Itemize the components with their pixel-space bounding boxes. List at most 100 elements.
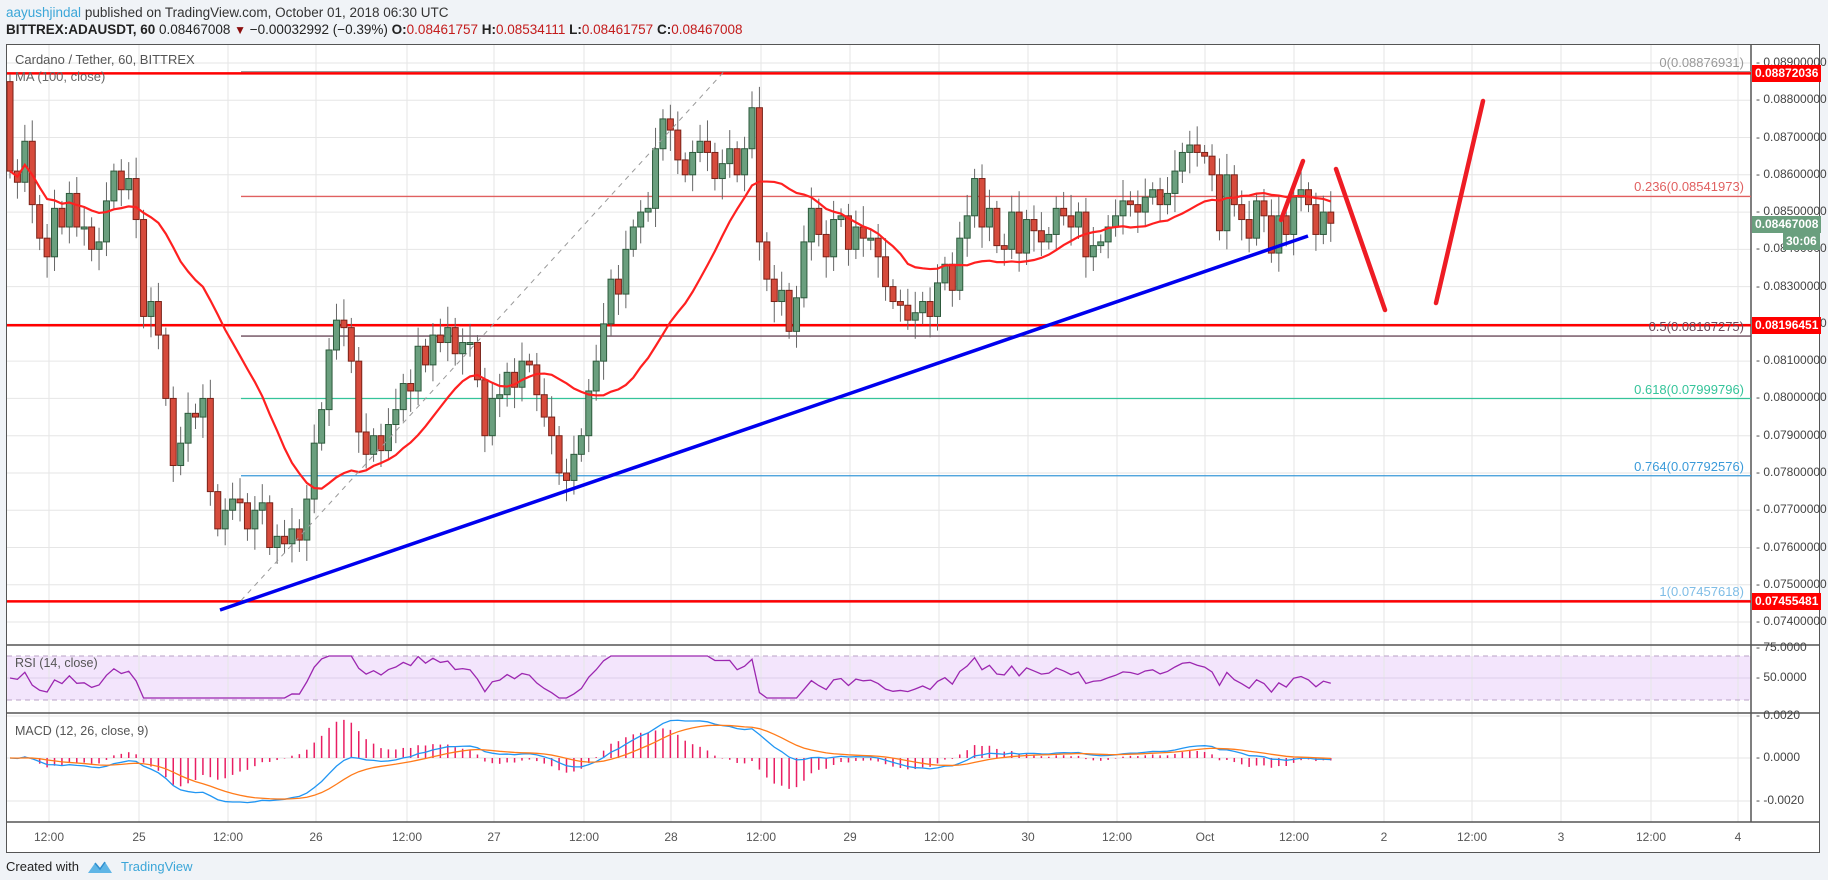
tradingview-link[interactable]: TradingView [120, 859, 193, 874]
bear-candle [1037, 230, 1045, 243]
bear-candle [340, 319, 348, 329]
bull-candle [1141, 196, 1149, 213]
bear-candle [88, 226, 96, 250]
bear-candle [674, 129, 682, 161]
price-tick: - 0.08600000 [1756, 166, 1827, 181]
bear-candle [214, 491, 222, 530]
bear-candle [28, 140, 36, 206]
bear-candle [1282, 215, 1290, 235]
bull-candle [941, 263, 949, 284]
bull-candle [1164, 192, 1172, 206]
bull-candle [1171, 170, 1179, 194]
bull-candle [1275, 215, 1283, 254]
bull-candle [585, 390, 593, 437]
bear-candle [473, 342, 481, 381]
bull-candle [830, 219, 838, 258]
bear-candle [1260, 200, 1268, 217]
bull-candle [110, 170, 118, 202]
macd-legend[interactable]: MACD (12, 26, close, 9) [15, 724, 149, 738]
ma-line [9, 162, 1332, 490]
bull-candle [318, 409, 326, 444]
author-link[interactable]: aayushjindal [6, 5, 82, 20]
bull-candle [1097, 241, 1105, 247]
bull-candle [934, 282, 941, 317]
bull-candle [251, 509, 259, 530]
bull-candle [273, 535, 281, 549]
bear-candle [859, 226, 867, 239]
bull-candle [1119, 200, 1127, 217]
bear-candle [948, 263, 956, 291]
bull-candle [429, 334, 437, 366]
time-tick: 12:00 [923, 830, 955, 844]
rsi-legend[interactable]: RSI (14, close) [15, 656, 98, 670]
bear-candle [889, 286, 897, 303]
price-tick: - 0.07500000 [1756, 576, 1827, 591]
bull-candle [852, 226, 860, 250]
time-tick: 3 [1557, 830, 1565, 844]
high-value: 0.08534111 [496, 22, 566, 37]
bull-candle [310, 442, 318, 500]
bear-candle [555, 435, 563, 474]
bear-candle [1215, 174, 1223, 232]
bull-candle [466, 342, 474, 346]
created-with-text: Created with [6, 859, 79, 874]
price-tag: 0.08196451 [1752, 317, 1822, 335]
bull-candle [80, 226, 88, 230]
bear-candle [1230, 174, 1238, 206]
bear-candle [162, 334, 170, 399]
bear-candle [703, 140, 711, 153]
bear-candle [407, 383, 415, 392]
bull-candle [867, 237, 875, 241]
time-tick: 4 [1734, 830, 1742, 844]
bull-candle [95, 241, 103, 250]
bear-candle [1060, 207, 1068, 217]
bear-candle [711, 151, 719, 180]
bull-candle [1112, 215, 1120, 228]
time-tick: 12:00 [212, 830, 244, 844]
bull-candle [1089, 245, 1097, 258]
bear-candle [1000, 245, 1008, 250]
bear-candle [43, 237, 51, 258]
bear-candle [614, 278, 622, 295]
ma-legend[interactable]: MA (100, close) [15, 69, 106, 84]
price-tag: 30:06 [1783, 233, 1820, 251]
bear-candle [874, 237, 882, 258]
bear-candle [904, 304, 912, 321]
price-tick: - 0.07400000 [1756, 614, 1827, 629]
bull-candle [1223, 174, 1231, 232]
bull-candle [332, 319, 340, 351]
bull-candle [1149, 189, 1157, 198]
close-value: 0.08467008 [671, 22, 743, 37]
indicator-tick: - 0.0020 [1756, 708, 1801, 722]
bear-candle [422, 345, 430, 366]
bear-candle [1067, 215, 1075, 228]
bear-candle [733, 148, 741, 176]
bull-candle [221, 509, 229, 530]
time-tick: 12:00 [568, 830, 600, 844]
bull-candle [370, 435, 378, 455]
indicator-tick: - 75.0000 [1756, 640, 1807, 654]
bull-candle [229, 498, 237, 511]
bear-candle [236, 498, 244, 504]
bull-candle [288, 528, 296, 545]
price-tick: - 0.08500000 [1756, 204, 1827, 219]
bear-candle [377, 435, 385, 452]
chart-frame[interactable] [6, 44, 1820, 853]
bear-candle [511, 371, 519, 388]
bear-candle [192, 412, 199, 418]
price-tick: - 0.08100000 [1756, 353, 1827, 368]
bear-candle [36, 204, 44, 239]
bull-candle [414, 345, 422, 392]
price-tick: - 0.08700000 [1756, 129, 1827, 144]
bear-candle [362, 431, 370, 455]
fib-level-label: 1(0.07457618) [1659, 583, 1744, 599]
time-tick: 29 [843, 830, 857, 844]
bull-candle [303, 498, 311, 541]
bear-candle [822, 233, 830, 258]
bull-candle [748, 107, 756, 150]
footer: Created with TradingView [6, 853, 193, 880]
bear-candle [926, 301, 934, 317]
bull-candle [496, 394, 504, 399]
indicator-tick: - -0.0020 [1756, 793, 1805, 807]
